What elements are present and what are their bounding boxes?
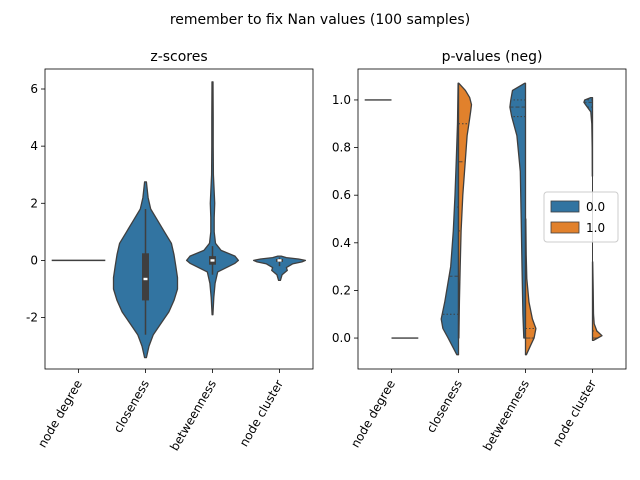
violin-body — [252, 255, 307, 282]
axes-frame — [357, 68, 627, 370]
y-tick-label: 0.6 — [332, 188, 351, 202]
y-tick-label: 0.2 — [332, 283, 351, 297]
violin-median — [277, 259, 282, 262]
violin-iqr-box — [142, 253, 149, 301]
y-tick-label: 6 — [30, 82, 38, 96]
violin-body — [185, 81, 240, 316]
legend-frame — [543, 191, 619, 243]
y-tick-label: 0.0 — [332, 331, 351, 345]
legend: 0.0 1.0 — [543, 191, 619, 243]
y-tick-label: 0.8 — [332, 141, 351, 155]
violin-half-body — [509, 82, 527, 339]
violin-median — [210, 259, 215, 262]
y-tick-label: 0.4 — [332, 236, 351, 250]
violin-median — [143, 277, 148, 281]
y-tick-label: 2 — [30, 196, 38, 210]
y-tick-label: 4 — [30, 139, 38, 153]
axes-frame — [44, 68, 314, 370]
y-tick-label: 1.0 — [332, 93, 351, 107]
legend-label: 0.0 — [586, 200, 605, 214]
violin-half-body — [457, 82, 473, 339]
legend-swatch — [550, 221, 580, 234]
figure-suptitle: remember to fix Nan values (100 samples) — [170, 12, 470, 28]
y-tick-label: -2 — [26, 311, 38, 325]
y-tick-label: 0 — [30, 253, 38, 267]
axes-title: p-values (neg) — [442, 49, 543, 65]
axes-title: z-scores — [150, 49, 207, 65]
legend-swatch — [550, 200, 580, 213]
legend-label: 1.0 — [586, 221, 605, 235]
